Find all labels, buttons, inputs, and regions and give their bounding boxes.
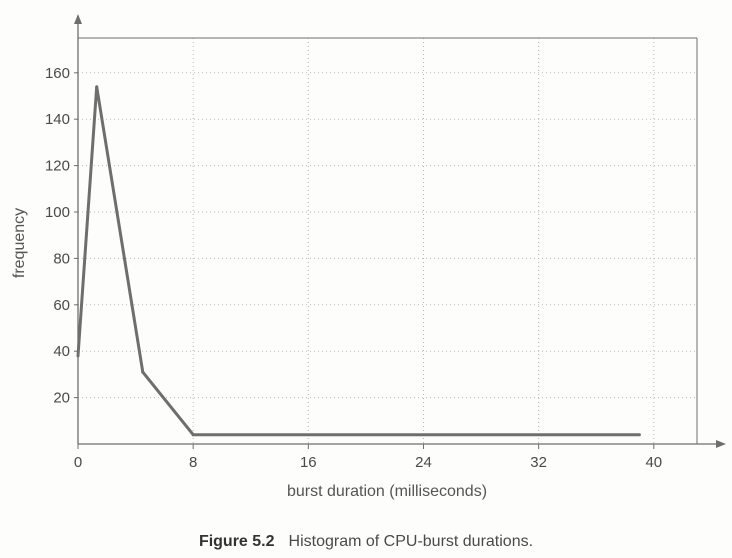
x-axis-arrowhead [716, 440, 726, 448]
x-tick-label-8: 8 [189, 454, 197, 471]
x-tick-label-24: 24 [415, 454, 432, 471]
figure-caption: Figure 5.2 Histogram of CPU-burst duratio… [0, 533, 732, 551]
x-tick-label-40: 40 [645, 454, 662, 471]
data-point-0-2 [141, 370, 145, 374]
y-tick-label-160: 160 [45, 65, 70, 82]
y-tick-label-120: 120 [45, 158, 70, 175]
x-tick-label-16: 16 [300, 454, 317, 471]
data-point-0-4 [637, 433, 641, 437]
x-tick-label-32: 32 [530, 454, 547, 471]
frame-layer [74, 14, 726, 448]
series-line-0 [76, 86, 640, 437]
x-axis-label: burst duration (milliseconds) [287, 483, 487, 500]
data-point-0-0 [76, 354, 80, 358]
y-tick-label-20: 20 [53, 390, 70, 407]
grid-layer [78, 38, 697, 444]
y-tick-label-140: 140 [45, 111, 70, 128]
tick-layer: 20 40 60 80 100 120 140 160 0 8 16 24 32 40 [45, 65, 662, 471]
data-point-0-1 [95, 85, 99, 89]
y-axis-label: frequency [11, 208, 28, 278]
series-layer [76, 85, 641, 437]
y-tick-label-100: 100 [45, 204, 70, 221]
chart-svg: 20 40 60 80 100 120 140 160 0 8 16 24 32 40 burst dur… [11, 14, 726, 500]
y-tick-label-80: 80 [53, 250, 70, 267]
figure-caption-text: Histogram of CPU-burst durations. [288, 533, 534, 550]
y-tick-label-60: 60 [53, 297, 70, 314]
data-point-0-3 [191, 433, 195, 437]
y-tick-label-40: 40 [53, 343, 70, 360]
y-axis-arrowhead [74, 14, 82, 24]
figure-number: Figure 5.2 [198, 533, 275, 550]
x-tick-label-0: 0 [74, 454, 82, 471]
